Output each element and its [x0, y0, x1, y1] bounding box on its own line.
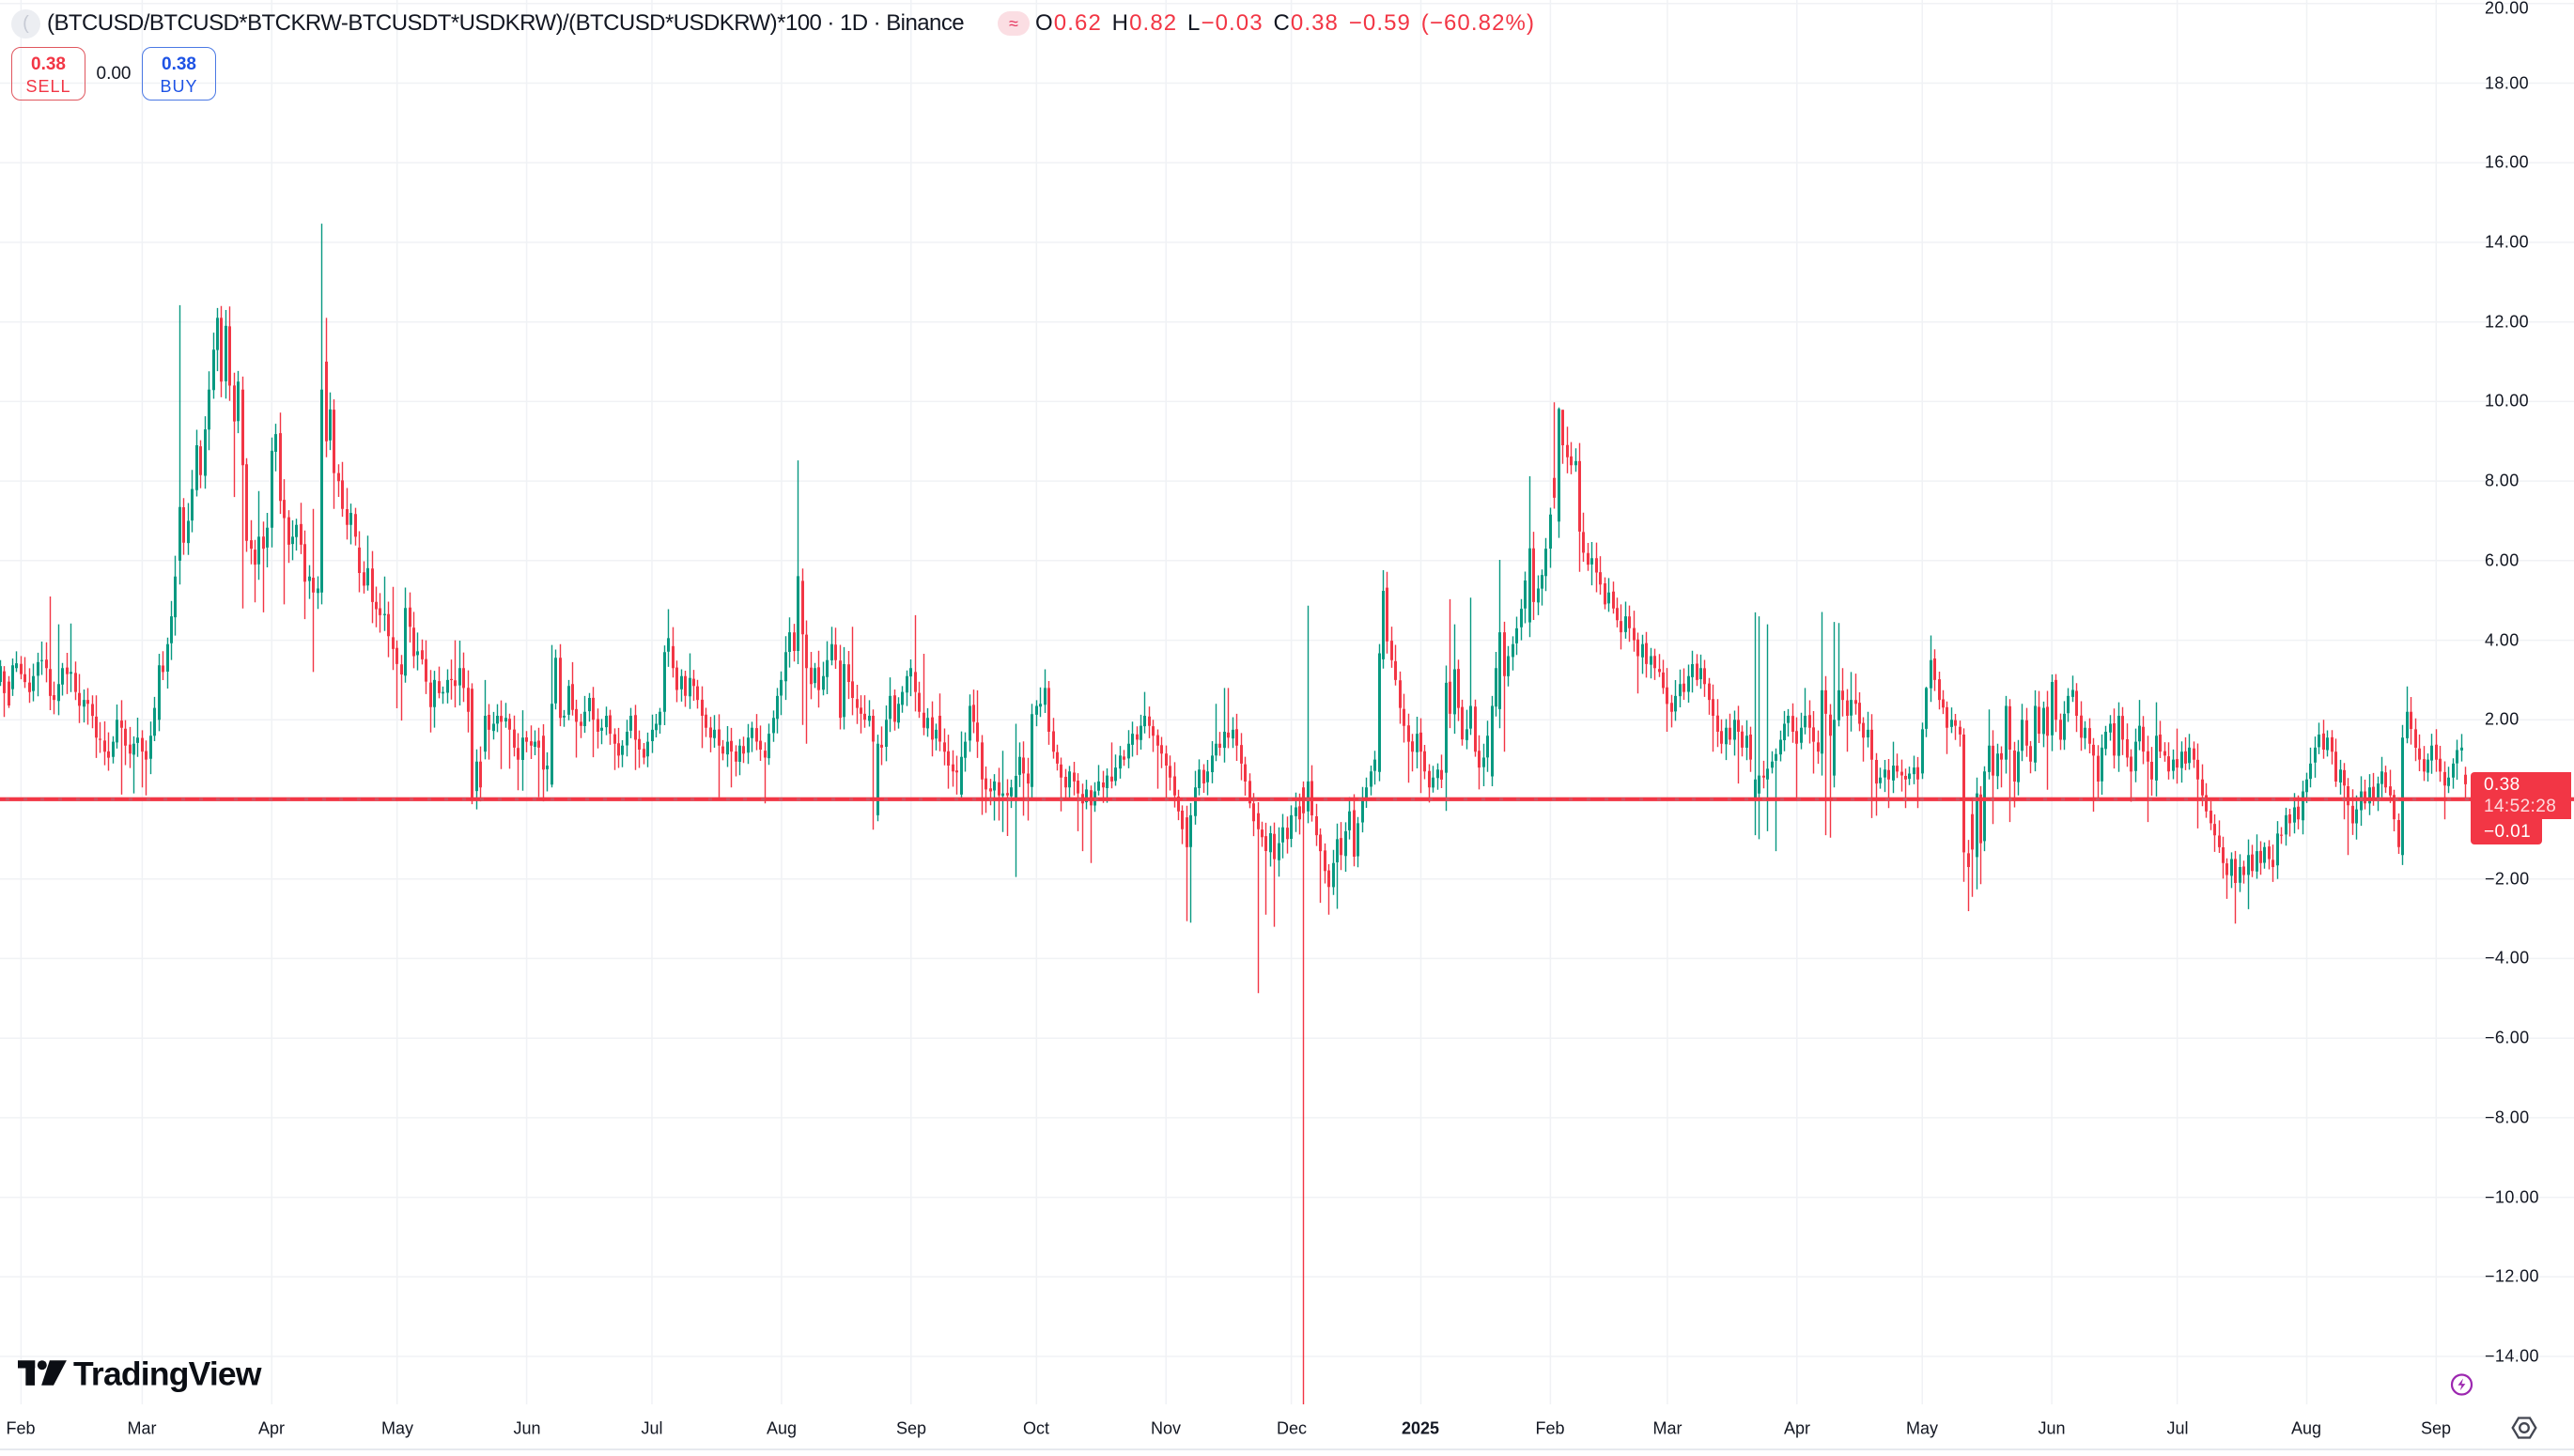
svg-text:TradingView: TradingView — [73, 1357, 262, 1392]
